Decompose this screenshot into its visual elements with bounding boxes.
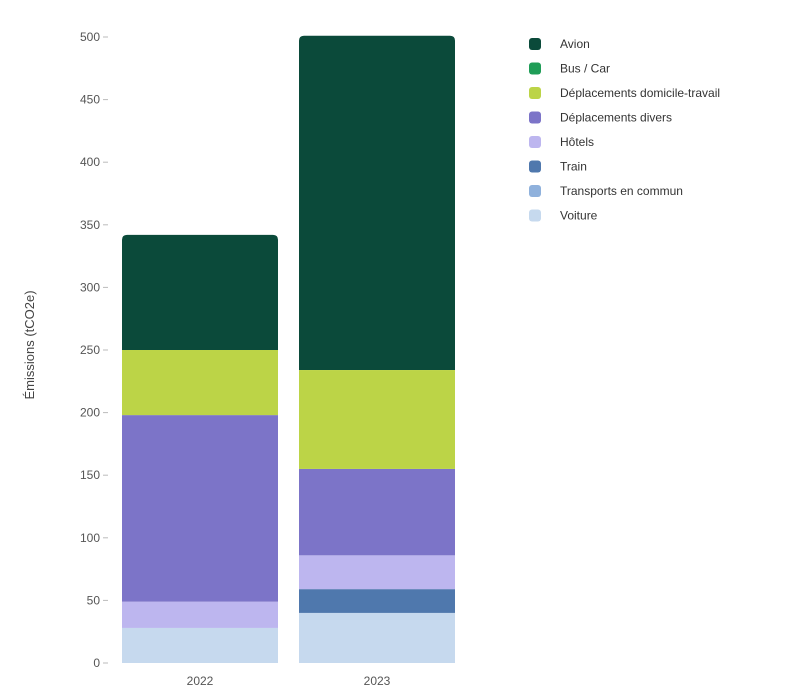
legend-label-deplacements-domicile-travail: Déplacements domicile-travail	[560, 86, 720, 100]
y-tick-label: 450	[80, 93, 100, 107]
y-axis: 0 50 100 150 200 250 300 350 400 450 500	[80, 30, 108, 670]
bar-segment-2022-deplacements-domicile-travail	[122, 350, 278, 416]
legend-label-bus-car: Bus / Car	[560, 62, 610, 76]
y-axis-title: Émissions (tCO2e)	[22, 290, 37, 399]
legend-label-avion: Avion	[560, 37, 590, 51]
legend-label-deplacements-divers: Déplacements divers	[560, 111, 672, 125]
legend-swatch-train	[529, 160, 541, 173]
bar-segment-2023-avion	[299, 35, 455, 371]
legend-swatch-transports-en-commun	[529, 185, 541, 197]
y-tick-label: 350	[80, 218, 100, 232]
legend-swatch-hotels	[529, 136, 541, 148]
legend-swatch-deplacements-domicile-travail	[529, 87, 541, 99]
bar-segment-2023-voiture	[299, 612, 455, 663]
y-tick-label: 500	[80, 30, 100, 44]
bar-segment-2022-avion	[122, 234, 278, 350]
bar-segment-2023-hotels	[299, 555, 455, 590]
bar-segment-2023-deplacements-divers	[299, 468, 455, 556]
y-tick-label: 50	[87, 593, 101, 607]
legend: Avion Bus / Car Déplacements domicile-trav…	[529, 37, 720, 223]
legend-label-transports-en-commun: Transports en commun	[560, 184, 683, 198]
y-tick-label: 150	[80, 468, 100, 482]
legend-swatch-voiture	[529, 209, 541, 222]
bar-segment-2022-voiture	[122, 627, 278, 663]
y-tick-label: 100	[80, 531, 100, 545]
y-tick-label: 300	[80, 280, 100, 294]
legend-label-voiture: Voiture	[560, 209, 598, 223]
y-tick-label: 250	[80, 343, 100, 357]
bar-segment-2023-train	[299, 589, 455, 613]
legend-label-train: Train	[560, 160, 587, 174]
bar-segment-2022-deplacements-divers	[122, 415, 278, 602]
legend-swatch-deplacements-divers	[529, 111, 541, 124]
legend-label-hotels: Hôtels	[560, 135, 594, 149]
x-axis: 2022 2023	[187, 674, 391, 688]
legend-swatch-avion	[529, 38, 541, 50]
x-tick-label: 2022	[187, 674, 214, 688]
bar-segment-2022-hotels	[122, 601, 278, 628]
bars	[122, 35, 455, 663]
y-tick-label: 0	[93, 656, 100, 670]
legend-swatch-bus-car	[529, 62, 541, 75]
y-tick-label: 200	[80, 406, 100, 420]
bar-segment-2023-deplacements-domicile-travail	[299, 370, 455, 469]
x-tick-label: 2023	[364, 674, 391, 688]
y-tick-label: 400	[80, 155, 100, 169]
